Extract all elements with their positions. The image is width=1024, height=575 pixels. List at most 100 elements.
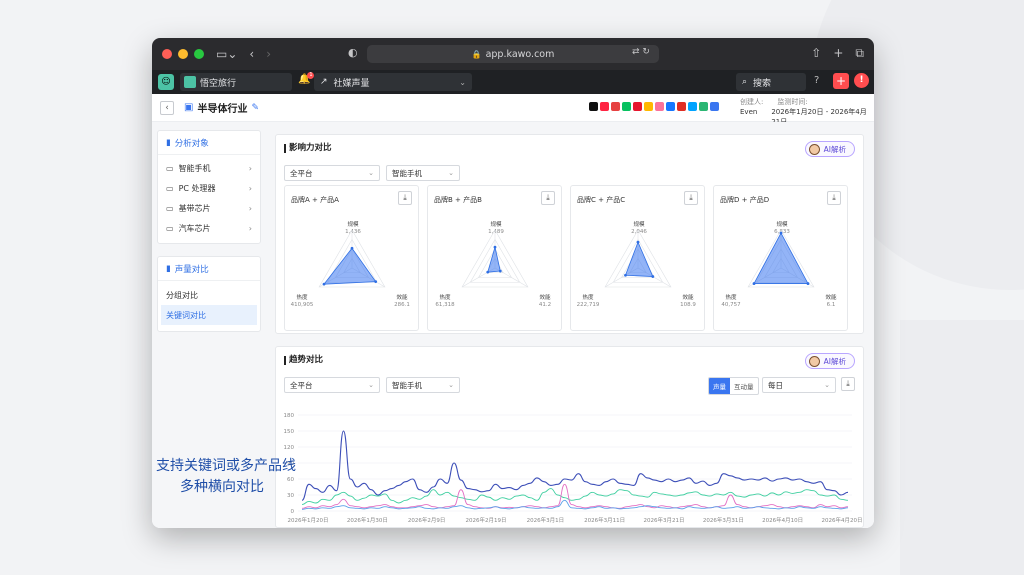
window-controls xyxy=(162,49,204,59)
new-tab-icon[interactable]: + xyxy=(833,46,844,60)
radar-area xyxy=(753,232,809,284)
workspace-selector[interactable]: 悟空旅行 xyxy=(180,73,292,91)
radar-label-efficiency: 效能 41.2 xyxy=(528,295,562,309)
radar-card: 品牌B + 产品B ⤓ 规模 1,489 热度 61,318 效能 41.2 xyxy=(427,185,562,331)
axis-name: 热度 xyxy=(725,295,737,301)
download-button[interactable]: ⤓ xyxy=(398,191,412,205)
minimize-window-button[interactable] xyxy=(178,49,188,59)
x-tick-label: 2026年1月30日 xyxy=(347,516,388,524)
platform-icon-3 xyxy=(622,102,631,111)
radar-grid xyxy=(747,229,815,288)
granularity-value: 每日 xyxy=(768,380,783,390)
chevron-right-icon: › xyxy=(248,163,252,173)
efficiency-value: 108.9 xyxy=(680,302,696,308)
efficiency-value: 41.2 xyxy=(538,302,552,308)
radar-card: 品牌C + 产品C ⤓ 规模 2,046 热度 222,719 效能 108.9 xyxy=(570,185,705,331)
platform-filter[interactable]: 全平台 ⌄ xyxy=(284,377,380,393)
toggle-engagement[interactable]: 互动量 xyxy=(734,383,754,391)
maximize-window-button[interactable] xyxy=(194,49,204,59)
module-selector[interactable]: ↗ 社媒声量 ⌄ xyxy=(314,73,472,91)
heat-value: 40,757 xyxy=(721,302,741,308)
creator-name: Even xyxy=(740,108,758,116)
sidebar-item-automotive-chip[interactable]: ▭ 汽车芯片 › xyxy=(158,218,260,238)
download-button[interactable]: ⤓ xyxy=(841,377,855,391)
trend-title: 趋势对比 xyxy=(284,356,323,365)
search-button[interactable]: ⌕ 搜索 xyxy=(736,73,806,91)
chevron-right-icon: › xyxy=(248,223,252,233)
radar-point xyxy=(374,280,378,284)
create-button[interactable]: + xyxy=(833,73,849,89)
sidebar-toggle-icon[interactable]: ▭⌄ xyxy=(216,47,238,61)
x-tick-label: 2026年3月11日 xyxy=(584,516,625,524)
share-icon[interactable]: ⇧ xyxy=(811,46,822,60)
download-button[interactable]: ⤓ xyxy=(827,191,841,205)
sidebar-item-baseband-chip[interactable]: ▭ 基带芯片 › xyxy=(158,198,260,218)
category-filter[interactable]: 智能手机 ⌄ xyxy=(386,377,460,393)
ai-avatar-icon xyxy=(808,355,820,367)
search-label: 搜索 xyxy=(753,78,772,89)
efficiency-value: 6.1 xyxy=(826,302,836,308)
bell-icon[interactable]: 🔔 1 xyxy=(298,72,315,85)
browser-toolbar: ▭⌄ ‹ › ◐ 🔒 app.kawo.com ⇄ ↻ ⇧ + ⧉ xyxy=(152,38,874,70)
page-header: ‹ ▣ 半导体行业 ✎ 创建人: 监测时间: Even 2026年1月20日 - 2… xyxy=(152,94,874,126)
platform-icon-10 xyxy=(699,102,708,111)
translate-icon[interactable]: ⇄ ↻ xyxy=(632,47,650,57)
y-tick-label: 150 xyxy=(284,429,295,435)
lock-icon: 🔒 xyxy=(471,49,482,59)
platform-icon-6 xyxy=(655,102,664,111)
radar-label-efficiency: 效能 6.1 xyxy=(814,295,848,309)
radar-label-efficiency: 效能 108.9 xyxy=(671,295,705,309)
user-avatar[interactable]: ☺ xyxy=(158,74,174,90)
ai-analysis-button[interactable]: AI解析 xyxy=(804,141,855,157)
volume-compare-title: 声量对比 xyxy=(174,264,209,275)
x-tick-label: 2026年3月21日 xyxy=(644,516,685,524)
axis-name: 效能 xyxy=(396,295,408,301)
privacy-shield-icon[interactable]: ◐ xyxy=(348,46,358,59)
address-bar[interactable]: 🔒 app.kawo.com xyxy=(367,45,659,63)
bar-chart-icon: ▮ xyxy=(166,137,171,148)
download-button[interactable]: ⤓ xyxy=(684,191,698,205)
sidebar-item-smartphone[interactable]: ▭ 智能手机 › xyxy=(158,158,260,178)
platform-icon-1 xyxy=(600,102,609,111)
granularity-select[interactable]: 每日 ⌄ xyxy=(762,377,836,393)
edit-icon[interactable]: ✎ xyxy=(251,102,259,113)
back-button[interactable]: ‹ xyxy=(160,100,174,115)
radar-point xyxy=(806,282,810,285)
x-tick-label: 2026年2月9日 xyxy=(408,516,446,524)
platform-filter[interactable]: 全平台 ⌄ xyxy=(284,165,380,181)
ai-analysis-button[interactable]: AI解析 xyxy=(804,353,855,369)
radar-chart xyxy=(461,229,529,288)
alert-button[interactable]: ! xyxy=(854,73,869,88)
creator-label: 创建人: xyxy=(740,98,764,106)
download-button[interactable]: ⤓ xyxy=(541,191,555,205)
tab-overview-icon[interactable]: ⧉ xyxy=(855,46,864,60)
toggle-volume[interactable]: 声量 xyxy=(709,378,730,394)
platform-icons xyxy=(589,102,719,111)
close-window-button[interactable] xyxy=(162,49,172,59)
category-filter[interactable]: 智能手机 ⌄ xyxy=(386,165,460,181)
chevron-down-icon: ⌄ xyxy=(459,77,466,87)
radar-point xyxy=(350,246,354,250)
radar-chart xyxy=(604,229,672,288)
y-tick-label: 0 xyxy=(291,509,295,515)
platform-filter-value: 全平台 xyxy=(290,168,313,178)
sidebar-item-group-compare[interactable]: 分组对比 xyxy=(158,285,260,305)
module-name: 社媒声量 xyxy=(333,78,370,89)
period-label: 监测时间: xyxy=(777,98,808,106)
analysis-objects-title: 分析对象 xyxy=(174,138,209,149)
radar-point xyxy=(493,245,497,249)
folder-icon: ▭ xyxy=(166,223,174,233)
category-filter-value: 智能手机 xyxy=(392,380,422,390)
chevron-right-icon: › xyxy=(248,183,252,193)
series-line-3 xyxy=(301,499,849,510)
sidebar-item-keyword-compare[interactable]: 关键词对比 xyxy=(161,305,257,325)
trend-line-chart: 0 30 60 90 120 150 180 2026年1月20日 2026年1月30日 2026… xyxy=(284,413,863,524)
forward-nav-icon[interactable]: › xyxy=(266,47,272,61)
back-nav-icon[interactable]: ‹ xyxy=(249,47,255,61)
sidebar-item-pc-processor[interactable]: ▭ PC 处理器 › xyxy=(158,178,260,198)
help-icon[interactable]: ? xyxy=(814,75,820,86)
search-icon: ⌕ xyxy=(742,77,748,87)
ai-analysis-label: AI解析 xyxy=(823,144,846,154)
platform-icon-0 xyxy=(589,102,598,111)
sidebar-item-label: 基带芯片 xyxy=(178,203,211,213)
